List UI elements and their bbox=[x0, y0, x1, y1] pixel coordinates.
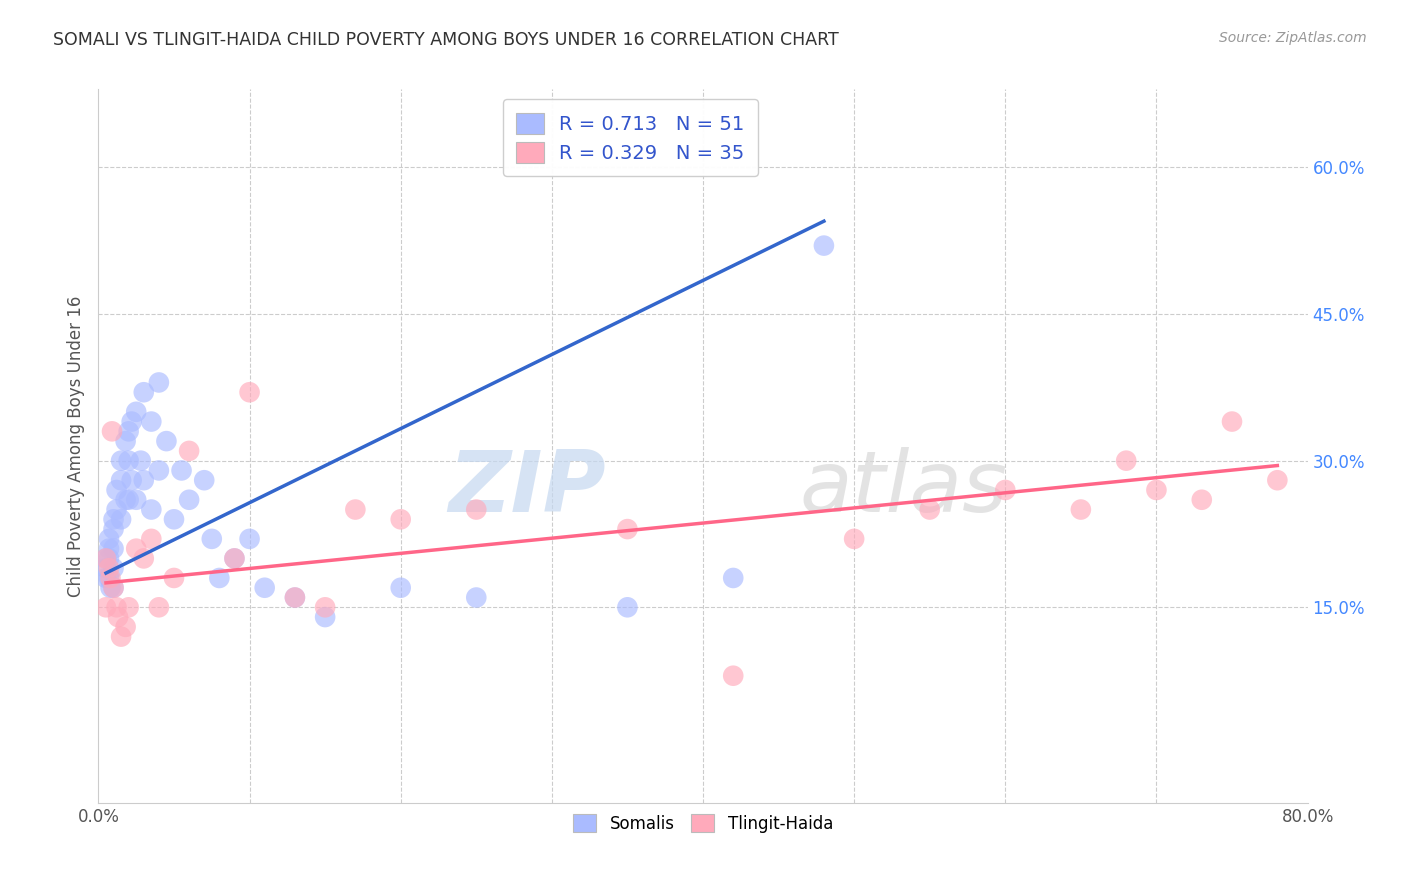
Point bbox=[132, 385, 155, 400]
Point bbox=[118, 453, 141, 467]
Point bbox=[284, 591, 307, 605]
Point bbox=[121, 415, 143, 429]
Point bbox=[723, 669, 745, 683]
Point bbox=[253, 581, 276, 595]
Point bbox=[121, 473, 143, 487]
Point bbox=[201, 532, 224, 546]
Point bbox=[105, 502, 128, 516]
Point bbox=[208, 571, 231, 585]
Point bbox=[389, 581, 412, 595]
Point bbox=[94, 551, 117, 566]
Point bbox=[239, 532, 262, 546]
Point bbox=[118, 492, 141, 507]
Point bbox=[141, 415, 163, 429]
Point bbox=[918, 502, 941, 516]
Point bbox=[94, 600, 117, 615]
Point bbox=[179, 492, 201, 507]
Point bbox=[179, 443, 201, 458]
Point bbox=[101, 425, 124, 439]
Point bbox=[110, 512, 132, 526]
Point bbox=[148, 376, 170, 390]
Point bbox=[224, 551, 246, 566]
Point bbox=[844, 532, 866, 546]
Point bbox=[616, 600, 638, 615]
Point bbox=[103, 561, 125, 575]
Point bbox=[100, 581, 122, 595]
Point bbox=[155, 434, 177, 449]
Point bbox=[103, 512, 125, 526]
Point bbox=[141, 532, 163, 546]
Point bbox=[389, 512, 412, 526]
Point bbox=[94, 561, 117, 575]
Point bbox=[105, 600, 128, 615]
Point bbox=[193, 473, 215, 487]
Point bbox=[98, 571, 121, 585]
Point bbox=[103, 522, 125, 536]
Point bbox=[103, 581, 125, 595]
Point bbox=[284, 591, 307, 605]
Point bbox=[465, 502, 488, 516]
Text: ZIP: ZIP bbox=[449, 447, 606, 531]
Point bbox=[98, 551, 121, 566]
Point bbox=[110, 453, 132, 467]
Text: Source: ZipAtlas.com: Source: ZipAtlas.com bbox=[1219, 31, 1367, 45]
Point bbox=[344, 502, 367, 516]
Point bbox=[723, 571, 745, 585]
Point bbox=[239, 385, 262, 400]
Point bbox=[224, 551, 246, 566]
Point bbox=[110, 473, 132, 487]
Point bbox=[110, 630, 132, 644]
Point bbox=[1070, 502, 1092, 516]
Point bbox=[1191, 492, 1213, 507]
Point bbox=[813, 238, 835, 252]
Point bbox=[141, 502, 163, 516]
Point bbox=[129, 453, 152, 467]
Point bbox=[1144, 483, 1167, 497]
Point bbox=[465, 591, 488, 605]
Point bbox=[616, 522, 638, 536]
Point bbox=[1220, 415, 1243, 429]
Point bbox=[994, 483, 1017, 497]
Point bbox=[1267, 473, 1289, 487]
Point bbox=[1115, 453, 1137, 467]
Point bbox=[170, 463, 193, 477]
Point bbox=[163, 571, 186, 585]
Point bbox=[163, 512, 186, 526]
Point bbox=[114, 492, 136, 507]
Point bbox=[114, 434, 136, 449]
Point bbox=[148, 600, 170, 615]
Point bbox=[132, 473, 155, 487]
Point bbox=[314, 610, 336, 624]
Point bbox=[148, 463, 170, 477]
Point bbox=[314, 600, 336, 615]
Text: SOMALI VS TLINGIT-HAIDA CHILD POVERTY AMONG BOYS UNDER 16 CORRELATION CHART: SOMALI VS TLINGIT-HAIDA CHILD POVERTY AM… bbox=[53, 31, 839, 49]
Point bbox=[103, 581, 125, 595]
Point bbox=[94, 551, 117, 566]
Point bbox=[125, 492, 148, 507]
Text: atlas: atlas bbox=[800, 447, 1008, 531]
Point bbox=[114, 620, 136, 634]
Point bbox=[98, 561, 121, 575]
Point bbox=[118, 425, 141, 439]
Point bbox=[132, 551, 155, 566]
Point bbox=[105, 483, 128, 497]
Point bbox=[94, 571, 117, 585]
Legend: Somalis, Tlingit-Haida: Somalis, Tlingit-Haida bbox=[564, 805, 842, 841]
Point bbox=[103, 541, 125, 556]
Point bbox=[118, 600, 141, 615]
Point bbox=[107, 610, 129, 624]
Point bbox=[100, 571, 122, 585]
Point bbox=[125, 541, 148, 556]
Y-axis label: Child Poverty Among Boys Under 16: Child Poverty Among Boys Under 16 bbox=[66, 295, 84, 597]
Point bbox=[125, 405, 148, 419]
Point bbox=[98, 532, 121, 546]
Point bbox=[98, 541, 121, 556]
